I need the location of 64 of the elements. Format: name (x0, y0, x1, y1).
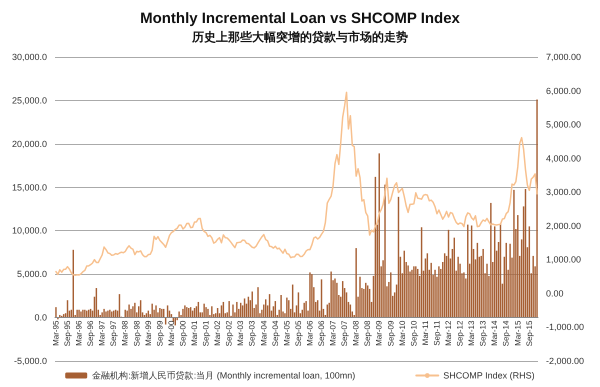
x-tick-label: Sep-13 (478, 320, 488, 346)
x-tick-label: Sep-01 (202, 320, 211, 346)
x-tick-label: Mar-98 (120, 320, 130, 346)
x-tick-label: Sep-04 (270, 320, 280, 346)
x-tick-label: Mar-97 (98, 320, 107, 346)
x-tick-label: Sep-06 (317, 320, 326, 346)
x-tick-label: Mar-01 (190, 320, 200, 346)
x-tick-label: Sep-98 (132, 320, 142, 346)
x-tick-label: Mar-95 (51, 320, 60, 346)
x-tick-label: Sep-10 (409, 320, 418, 346)
x-tick-label: Mar-09 (374, 320, 384, 346)
x-tick-label: Mar-08 (352, 320, 361, 346)
y-tick-label: 30,000.0 (12, 52, 47, 62)
y2-tick-label: 1,000.00 (546, 254, 582, 265)
x-tick-label: Sep-99 (155, 320, 164, 346)
x-tick-label: Sep-02 (224, 320, 234, 346)
y-tick-label: 10,000.0 (12, 226, 47, 236)
x-tick-label: Sep-09 (386, 320, 396, 346)
y-tick-label: -5,000.0 (14, 356, 47, 366)
x-tick-label: Mar-12 (444, 320, 454, 346)
x-tick-label: Sep-95 (63, 320, 72, 346)
x-tick-label: Sep-12 (456, 320, 465, 346)
y2-tick-label: 2,000.00 (546, 220, 582, 231)
x-tick-label: Sep-14 (502, 320, 511, 346)
x-tick-label: Sep-15 (524, 320, 534, 346)
y2-tick-label: 6,000.00 (546, 86, 582, 96)
y2-tick-label: 4,000.00 (546, 153, 582, 164)
x-tick-label: Mar-04 (259, 320, 268, 346)
x-tick-label: Mar-07 (328, 320, 338, 346)
x-tick-label: Sep-05 (294, 320, 303, 346)
y-tick-label: 15,000.0 (12, 182, 47, 192)
x-tick-label: Mar-03 (236, 320, 246, 346)
y-tick-label: 5,000.0 (16, 269, 47, 280)
legend-label: SHCOMP Index (RHS) (443, 370, 535, 380)
x-tick-label: Sep-07 (340, 320, 350, 346)
x-tick-label: Mar-11 (420, 320, 430, 346)
y-tick-label: 25,000.0 (12, 95, 47, 106)
y2-tick-label: -1,000.00 (546, 322, 584, 332)
x-tick-label: Mar-96 (74, 320, 84, 346)
x-tick-label: Sep-96 (86, 320, 96, 346)
x-tick-label: Sep-08 (363, 320, 372, 346)
x-tick-label: Mar-13 (467, 320, 476, 346)
x-tick-label: Mar-06 (305, 320, 314, 346)
x-tick-label: Sep-03 (248, 320, 257, 346)
x-tick-label: Mar-00 (166, 320, 176, 346)
legend-label: 金融机构:新增人民币贷款:当月 (Monthly incremental loan, 100mn) (92, 370, 356, 380)
y-tick-label: 20,000.0 (12, 138, 47, 149)
x-tick-label: Sep-11 (432, 320, 442, 346)
x-tick-label: Mar-14 (490, 320, 500, 346)
y2-tick-label: -2,000.00 (546, 356, 584, 366)
chart-title: Monthly Incremental Loan vs SHCOMP Index (140, 10, 461, 27)
y2-tick-label: 5,000.00 (546, 120, 582, 130)
x-tick-label: Mar-15 (513, 320, 522, 346)
y-tick-label: 0.0 (34, 312, 47, 323)
y2-tick-label: 3,000.00 (546, 187, 582, 198)
chart-subtitle: 历史上那些大幅突增的贷款与市场的走势 (191, 30, 408, 44)
x-tick-label: Sep-00 (178, 320, 188, 346)
y2-tick-label: 0.00 (546, 288, 564, 298)
x-tick-label: Mar-99 (144, 320, 153, 346)
x-tick-label: Mar-02 (213, 320, 222, 346)
y2-tick-label: 7,000.00 (546, 52, 582, 62)
x-tick-label: Mar-10 (398, 320, 407, 346)
x-tick-label: Mar-05 (282, 320, 292, 346)
x-tick-label: Sep-97 (109, 320, 118, 346)
